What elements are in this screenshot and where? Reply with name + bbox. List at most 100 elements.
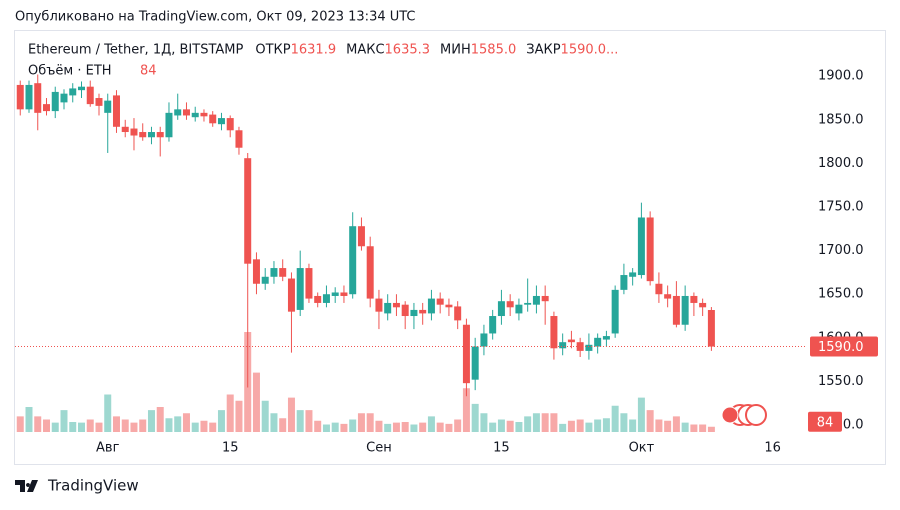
volume-bar [427,416,435,432]
volume-bar [515,422,523,432]
volume-bar [349,419,357,432]
header: Опубликовано на TradingView.com, Окт 09,… [15,10,416,25]
candle-body [25,84,33,110]
candle-body [191,112,199,118]
volume-bar [314,420,322,432]
candle-body [594,337,602,347]
volume-bar [305,410,313,432]
volume-bar [629,419,637,432]
volume-bar [69,422,77,432]
candle-body [261,276,269,284]
last-price-tag [810,336,878,357]
volume-bar [419,422,427,432]
candle-body [130,128,138,136]
volume-bar [261,400,269,432]
volume-bar [480,413,488,432]
volume-bar [559,423,567,432]
candle-body [314,295,322,303]
x-tick-label: Сен [366,441,392,456]
candle-body [462,324,470,384]
candle-body [270,268,278,277]
candle-body [156,132,164,138]
candle-body [121,126,129,133]
volume-bar [25,407,33,432]
volume-bar [707,426,715,432]
candle-body [401,304,409,317]
volume-bar [357,413,365,432]
candle-body [489,316,497,334]
logo-mark [15,480,38,492]
volume-bar [366,413,374,432]
volume-bar [287,397,295,432]
volume-tag-label: 84 [817,415,834,430]
volume-bar [34,416,42,432]
candle-body [419,309,427,314]
candle-body [244,158,252,264]
chart-title: Ethereum / Tether, 1Д, BITSTAMP [28,43,244,58]
candle-body [165,112,173,138]
volume-bar [672,416,680,432]
volume-bar [506,420,514,432]
candle-body [340,292,348,296]
volume-bar [664,420,672,432]
event-icon [745,404,767,426]
x-tick-label: 16 [764,441,781,456]
candle-body [60,93,68,103]
volume-bar [655,419,663,432]
candle-body [226,118,234,131]
y-tick-label: 1850.0 [818,112,864,127]
event-icon [721,406,739,424]
candle-body [16,84,24,110]
volume-bar [165,418,173,432]
candle-body [366,246,374,299]
candle-body [690,295,698,303]
candle-body [147,132,155,138]
candle-body [296,268,304,310]
candle-body [86,86,94,105]
volume-bar [637,397,645,432]
candle-body [454,306,462,321]
x-tick-label: 15 [493,441,510,456]
candle-body [200,112,208,117]
volume-bar [489,422,497,432]
volume-bar [16,416,24,432]
volume-bar [410,424,418,432]
volume-bar [646,410,654,432]
candle-body [672,295,680,325]
candle-body [445,304,453,308]
ohlc-name: ОТКР [255,43,290,58]
candle-body [515,304,523,314]
candle-body [104,100,112,113]
candle-body [620,275,628,290]
x-tick-label: Окт [629,441,655,456]
volume-bar [620,413,628,432]
volume-tag [808,411,842,432]
candle-body [322,294,330,303]
candle-body [34,83,42,113]
candle-body [287,278,295,312]
candle-body [357,226,365,247]
volume-bar [497,419,505,432]
volume-bar [156,407,164,432]
volume-bar [104,394,112,432]
candle-body [209,114,217,124]
volume-bar [699,424,707,432]
volume-bar [147,410,155,432]
volume-bar [532,413,540,432]
footer: TradingView [47,477,139,495]
y-tick-label: 1700.0 [818,243,864,258]
candle-body [707,310,715,347]
candle-body [436,298,444,305]
candle-body [471,346,479,380]
candle-body [559,342,567,349]
x-tick-label: Авг [96,441,120,456]
candle-body [252,259,260,284]
y-tick-label: 1900.0 [818,69,864,84]
volume-bar [681,422,689,432]
volume-bar [445,423,453,432]
candle-body [585,344,593,351]
volume-bar [454,419,462,432]
ohlc-value: 1631.9 [291,43,337,58]
volume-bar [550,413,558,432]
